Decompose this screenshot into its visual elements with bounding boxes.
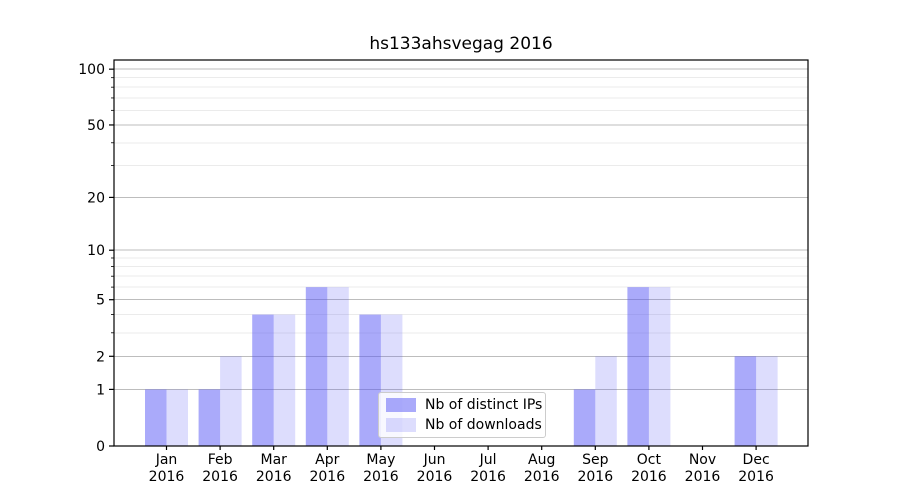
bar-distinct-ips-may [359, 314, 381, 446]
x-tick-label-month: May [366, 452, 395, 468]
legend-label-distinct-ips: Nb of distinct IPs [425, 397, 543, 413]
x-tick-label-year: 2016 [256, 469, 292, 485]
chart-title: hs133ahsvegag 2016 [369, 34, 553, 54]
bar-distinct-ips-mar [252, 314, 274, 446]
y-tick-label: 1 [96, 382, 105, 398]
x-tick-label-year: 2016 [417, 469, 453, 485]
x-tick-label-year: 2016 [149, 469, 185, 485]
bar-downloads-mar [273, 314, 296, 446]
chart-legend: Nb of distinct IPs Nb of downloads [378, 392, 546, 438]
x-tick-label-month: Mar [260, 452, 287, 468]
y-tick-label: 20 [87, 190, 105, 206]
legend-label-downloads: Nb of downloads [425, 417, 542, 433]
bar-distinct-ips-sep [573, 389, 596, 446]
legend-item-downloads: Nb of downloads [386, 418, 545, 432]
x-tick-label-month: Jan [155, 452, 178, 468]
x-tick-label-year: 2016 [685, 469, 721, 485]
x-tick-label-month: Dec [743, 452, 770, 468]
x-tick-label-year: 2016 [631, 469, 667, 485]
x-tick-label-month: Sep [582, 452, 609, 468]
plot-frame [113, 59, 809, 447]
y-tick-label: 0 [96, 439, 105, 455]
y-tick-label: 100 [78, 62, 105, 78]
bar-distinct-ips-feb [198, 389, 221, 446]
x-tick-label-year: 2016 [738, 469, 774, 485]
bar-distinct-ips-oct [627, 287, 649, 446]
bar-downloads-feb [220, 356, 242, 446]
bar-downloads-jan [166, 389, 188, 446]
y-tick-label: 5 [96, 293, 105, 309]
x-tick-label-month: Aug [528, 452, 555, 468]
y-tick-label: 2 [96, 349, 105, 365]
bar-distinct-ips-apr [305, 287, 328, 446]
x-tick-label-month: Jun [423, 452, 446, 468]
x-tick-label-month: Nov [689, 452, 716, 468]
bar-distinct-ips-dec [734, 356, 757, 446]
bar-downloads-sep [595, 356, 617, 446]
bar-downloads-oct [648, 287, 671, 446]
x-tick-label-year: 2016 [309, 469, 345, 485]
x-tick-label-year: 2016 [202, 469, 238, 485]
x-tick-label-month: Apr [315, 452, 339, 468]
bar-distinct-ips-jan [145, 389, 167, 446]
bar-downloads-apr [327, 287, 349, 446]
x-tick-label-year: 2016 [577, 469, 613, 485]
x-tick-label-year: 2016 [363, 469, 399, 485]
y-tick-label: 50 [87, 118, 105, 134]
x-tick-label-month: Jul [479, 452, 497, 468]
y-tick-label: 10 [87, 243, 105, 259]
legend-item-distinct-ips: Nb of distinct IPs [386, 398, 545, 412]
x-tick-label-month: Feb [208, 452, 233, 468]
x-tick-label-year: 2016 [470, 469, 506, 485]
legend-swatch-downloads [386, 418, 416, 432]
x-tick-label-month: Oct [637, 452, 662, 468]
legend-swatch-distinct-ips [386, 398, 416, 412]
x-tick-label-year: 2016 [524, 469, 560, 485]
bar-downloads-dec [756, 356, 778, 446]
